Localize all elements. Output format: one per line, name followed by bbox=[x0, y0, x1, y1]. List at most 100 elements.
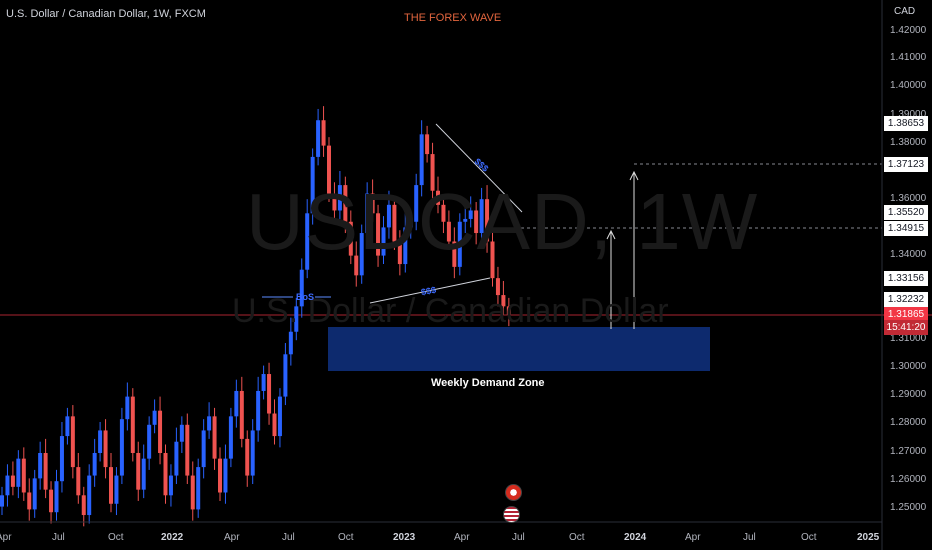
candle-body bbox=[125, 396, 130, 420]
price-tick: 1.40000 bbox=[890, 80, 927, 91]
candle-body bbox=[288, 331, 293, 355]
price-tick: 1.39000 bbox=[890, 109, 927, 120]
time-tick: Oct bbox=[108, 532, 124, 543]
canada-flag-icon[interactable] bbox=[505, 484, 522, 501]
price-tick: 1.36000 bbox=[890, 193, 927, 204]
candle-body bbox=[245, 438, 250, 476]
time-tick: Jul bbox=[282, 532, 295, 543]
candle-body bbox=[408, 221, 413, 228]
candle-body bbox=[321, 120, 326, 146]
candle-body bbox=[103, 430, 108, 468]
candle-body bbox=[5, 475, 10, 496]
candle-body bbox=[327, 145, 331, 194]
price-tick: 1.28000 bbox=[890, 417, 927, 428]
price-tag: 1.35520 bbox=[884, 205, 928, 220]
candle-body bbox=[397, 241, 402, 265]
candle-body bbox=[403, 227, 408, 265]
candle-body bbox=[81, 495, 86, 516]
arrowhead-icon bbox=[606, 229, 616, 240]
candle-body bbox=[446, 221, 451, 242]
candle-body bbox=[332, 193, 337, 211]
candle-body bbox=[501, 295, 506, 307]
candle-body bbox=[430, 154, 435, 191]
candle-body bbox=[32, 478, 37, 510]
trendline-lower[interactable] bbox=[369, 277, 491, 304]
candle-body bbox=[158, 410, 163, 453]
price-tick: 1.42000 bbox=[890, 25, 927, 36]
symbol-title[interactable]: U.S. Dollar / Canadian Dollar, 1W, FXCM bbox=[6, 8, 206, 20]
candle-body bbox=[354, 255, 359, 276]
time-tick: 2025 bbox=[857, 532, 880, 543]
time-tick: Apr bbox=[0, 532, 12, 543]
bos-label: BoS bbox=[296, 292, 314, 302]
price-tick: 1.30000 bbox=[890, 361, 927, 372]
candle-body bbox=[76, 467, 81, 496]
candle-body bbox=[256, 390, 261, 431]
trendline-upper[interactable] bbox=[435, 123, 523, 213]
candle-body bbox=[168, 475, 173, 496]
candle-body bbox=[250, 430, 255, 476]
candle-body bbox=[452, 241, 457, 267]
time-tick: Jul bbox=[52, 532, 65, 543]
candle-body bbox=[152, 410, 157, 425]
candle-body bbox=[376, 213, 381, 256]
candle-body bbox=[65, 416, 70, 437]
candle-body bbox=[305, 213, 310, 270]
weekly-demand-zone[interactable] bbox=[328, 327, 710, 371]
time-tick: Apr bbox=[685, 532, 701, 543]
candle-body bbox=[54, 481, 59, 513]
demand-zone-label: Weekly Demand Zone bbox=[431, 377, 545, 389]
bar-countdown: 15:41:20 bbox=[884, 320, 928, 335]
watermark-symbol: USDCAD, 1W bbox=[246, 177, 759, 266]
price-tag: 1.34915 bbox=[884, 221, 928, 236]
candle-body bbox=[348, 221, 353, 256]
candle-body bbox=[147, 424, 152, 459]
candle-body bbox=[495, 278, 500, 296]
candle-body bbox=[441, 204, 446, 222]
candle-body bbox=[174, 441, 179, 476]
candle-body bbox=[272, 413, 277, 437]
price-tick: 1.26000 bbox=[890, 474, 927, 485]
current-price-tag: 1.31865 bbox=[884, 307, 928, 322]
candle-body bbox=[234, 390, 239, 417]
candle-body bbox=[0, 495, 4, 507]
candle-body bbox=[370, 193, 375, 214]
candle-body bbox=[506, 306, 511, 315]
candle-body bbox=[436, 190, 440, 205]
time-tick: Oct bbox=[338, 532, 354, 543]
time-tick: Oct bbox=[801, 532, 817, 543]
candle-body bbox=[21, 458, 26, 493]
candle-body bbox=[109, 467, 113, 504]
candle-body bbox=[70, 416, 75, 468]
candle-body bbox=[299, 269, 304, 307]
candle-body bbox=[141, 458, 146, 490]
candle-body bbox=[98, 430, 103, 453]
candle-body bbox=[119, 419, 124, 476]
price-tick: 1.31000 bbox=[890, 333, 927, 344]
candle-body bbox=[419, 134, 424, 186]
time-tick: Oct bbox=[569, 532, 585, 543]
candle-body bbox=[201, 430, 206, 468]
us-flag-icon[interactable] bbox=[503, 506, 520, 523]
candle-body bbox=[207, 416, 212, 431]
price-tick: 1.34000 bbox=[890, 249, 927, 260]
time-tick: Apr bbox=[224, 532, 240, 543]
price-tag: 1.37123 bbox=[884, 157, 928, 172]
price-tick: 1.41000 bbox=[890, 52, 927, 63]
price-tick: 1.29000 bbox=[890, 389, 927, 400]
time-tick: 2024 bbox=[624, 532, 647, 543]
candle-body bbox=[474, 210, 479, 234]
time-tick: Apr bbox=[454, 532, 470, 543]
candle-body bbox=[43, 453, 48, 490]
arrowhead-icon bbox=[629, 170, 639, 181]
price-tick: 1.38000 bbox=[890, 137, 927, 148]
time-tick: Jul bbox=[743, 532, 756, 543]
candle-body bbox=[337, 185, 342, 211]
candle-body bbox=[218, 458, 222, 493]
candle-body bbox=[223, 458, 228, 493]
candle-body bbox=[59, 436, 64, 482]
candle-body bbox=[310, 156, 315, 214]
candle-body bbox=[38, 453, 43, 479]
candle-body bbox=[16, 458, 21, 487]
